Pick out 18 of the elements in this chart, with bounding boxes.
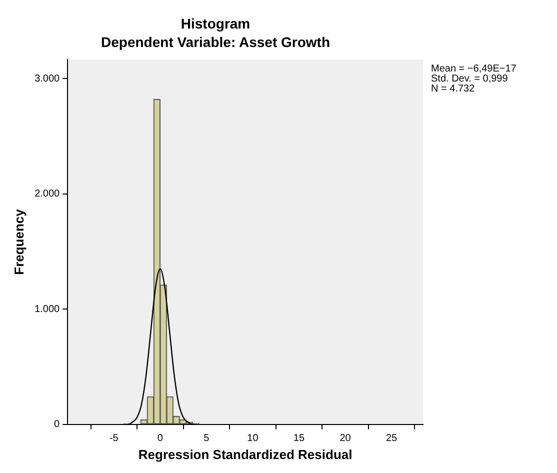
y-axis-title: Frequency <box>11 208 26 275</box>
x-tick-label: 25 <box>386 433 398 444</box>
text: Mean = −6,49E−17 <box>431 63 517 74</box>
y-tick-label: 1.000 <box>34 304 60 315</box>
x-tick-label: 15 <box>293 433 305 444</box>
text: N = 4.732 <box>431 83 476 94</box>
x-axis-title: Regression Standardized Residual <box>138 446 352 462</box>
y-tick-label: 2.000 <box>34 188 60 200</box>
y-tick-label: 0 <box>54 419 60 430</box>
x-tick-label: 20 <box>340 433 352 444</box>
y-tick-label: 3.000 <box>34 73 60 84</box>
chart-subtitle: Dependent Variable: Asset Growth <box>101 34 330 50</box>
x-tick-label: -5 <box>109 433 119 444</box>
x-tick-label: 10 <box>247 433 259 444</box>
text: Std. Dev. = 0,999 <box>431 73 508 84</box>
x-tick-label: 0 <box>157 433 164 444</box>
x-tick-label: 5 <box>204 433 210 444</box>
chart-title: Histogram <box>180 15 250 32</box>
